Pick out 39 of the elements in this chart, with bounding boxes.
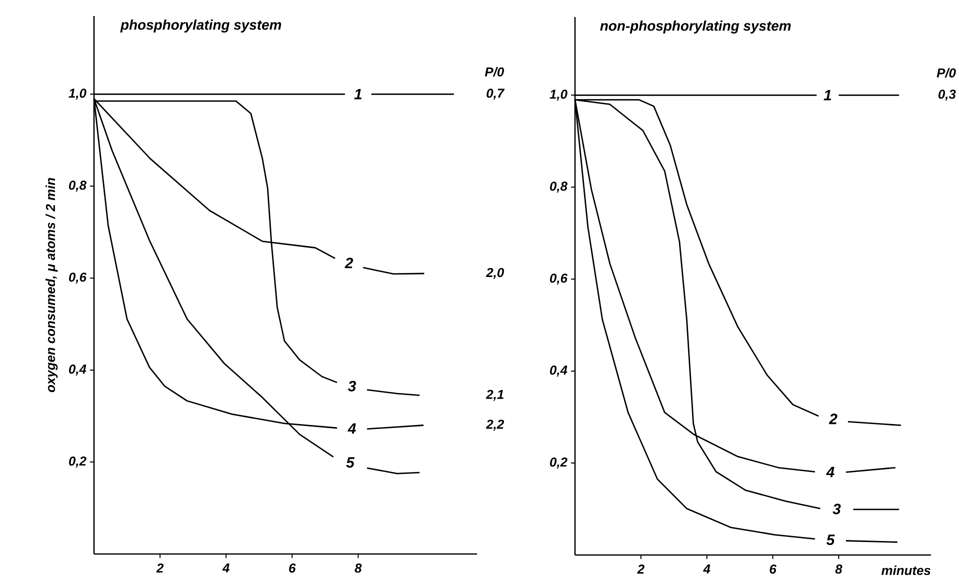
y-tick-label: 0,4 [550,366,568,377]
y-tick-label: 0,8 [550,182,568,193]
text: 2,1 [486,390,504,401]
series-label: 1 [824,90,832,100]
text: P/0 [484,66,504,77]
x-tick-label: 4 [222,564,230,572]
y-tick-label: 0,6 [550,274,568,285]
y-tick-label: 0,2 [550,458,568,469]
x-tick-label: 2 [637,564,644,574]
x-tick-label: 6 [289,564,296,573]
x-tick-label: 2 [156,564,164,573]
x-tick-label: 6 [770,564,776,574]
y-tick-label: 1,0 [68,88,86,100]
x-tick-label: 8 [835,564,842,574]
y-tick-label: 0,4 [69,364,86,376]
text: P/0 [936,68,956,78]
x-tick-label: 8 [354,564,362,573]
y-tick-label: 0,6 [69,272,87,284]
series-label: 2 [344,258,354,268]
series-label: 4 [826,466,834,478]
x-tick-label: 4 [703,564,710,574]
y-tick-label: 0,2 [69,456,86,468]
text: 0,7 [486,88,505,100]
series-label: 4 [348,423,356,434]
y-tick-label: 0,8 [69,180,86,192]
chart-title: non-phosphorylating system [600,20,791,34]
series-label: 5 [346,457,355,468]
y-axis-title: oxygen consumed, μ atoms / 2 min [46,178,58,392]
series-label: 3 [348,380,356,392]
series-label: 2 [828,414,838,424]
text: 0,3 [938,90,956,101]
chart-title: phosphorylating system [120,20,282,33]
series-label: 1 [354,89,362,100]
text: 2,2 [486,420,504,431]
x-axis-title: minutes [881,566,930,576]
series-label: 5 [826,534,835,546]
text: 2,0 [486,268,504,280]
y-tick-label: 1,0 [550,90,568,101]
series-label: 3 [832,504,841,514]
